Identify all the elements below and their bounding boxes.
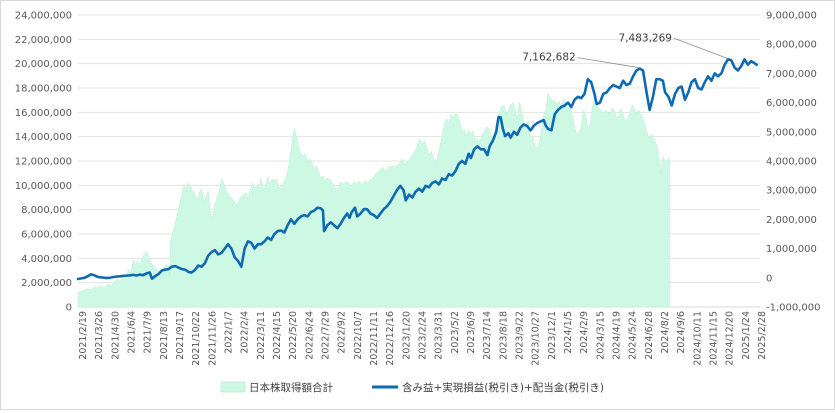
x-tick-label: 2023/8/18 (498, 311, 509, 360)
x-tick-label: 2023/6/9 (466, 311, 477, 354)
x-tick-label: 2022/6/24 (304, 311, 315, 360)
area-series (77, 91, 670, 308)
x-tick-label: 2022/2/4 (240, 311, 251, 354)
right-tick-label: 0 (766, 273, 772, 284)
left-tick-label: 8,000,000 (21, 205, 72, 216)
right-tick-label: 4,000,000 (766, 157, 817, 168)
annotation-leader (673, 37, 728, 59)
left-tick-label: 24,000,000 (15, 11, 72, 22)
x-tick-label: 2023/3/31 (434, 311, 445, 360)
x-tick-label: 2022/11/11 (369, 311, 380, 366)
x-tick-label: 2021/10/22 (191, 311, 202, 366)
x-tick-label: 2024/11/15 (709, 311, 720, 366)
x-tick-label: 2021/9/17 (175, 311, 186, 360)
left-tick-label: 20,000,000 (15, 59, 72, 70)
legend: 日本株取得額合計 含み益+実現損益(税引き)+配当金(税引き) (220, 381, 604, 394)
x-tick-label: 2024/2/9 (579, 311, 590, 354)
x-tick-label: 2022/4/15 (272, 311, 283, 360)
x-tick-label: 2021/2/19 (78, 311, 89, 360)
x-tick-label: 2024/9/6 (676, 311, 687, 354)
left-tick-label: 0 (66, 303, 72, 314)
x-tick-label: 2024/12/20 (725, 311, 736, 366)
x-tick-label: 2024/3/15 (595, 311, 606, 360)
line-series (76, 57, 758, 281)
right-tick-label: 1,000,000 (766, 244, 817, 255)
x-tick-label: 2024/10/11 (692, 311, 703, 366)
x-tick-label: 2022/1/7 (224, 311, 235, 354)
annotation-label: 7,483,269 (619, 32, 672, 44)
x-tick-label: 2021/3/26 (94, 311, 105, 360)
x-tick-label: 2023/7/14 (482, 311, 493, 360)
x-tick-label: 2021/4/30 (110, 311, 121, 360)
left-tick-label: 2,000,000 (21, 278, 72, 289)
right-tick-label: 6,000,000 (766, 98, 817, 109)
right-tick-label: 2,000,000 (766, 215, 817, 226)
x-tick-label: 2021/11/26 (207, 311, 218, 366)
left-tick-label: 4,000,000 (21, 254, 72, 265)
left-tick-label: 6,000,000 (21, 230, 72, 241)
right-axis: -1,000,000 0 1,000,000 2,000,000 3,000,000 4,… (766, 11, 821, 314)
x-tick-label: 2024/4/19 (612, 311, 623, 360)
annotation-label: 7,162,682 (522, 52, 575, 64)
annotations: 7,162,682 7,483,269 (522, 32, 728, 69)
right-tick-label: 5,000,000 (766, 127, 817, 138)
x-tick-label: 2022/5/20 (288, 311, 299, 360)
x-axis: 2021/2/19 2021/3/26 2021/4/30 2021/6/4 2021/… (78, 311, 768, 366)
x-tick-label: 2023/12/1 (547, 311, 558, 360)
x-tick-label: 2022/7/29 (321, 311, 332, 360)
x-tick-label: 2023/5/2 (450, 311, 461, 354)
x-tick-label: 2025/2/28 (757, 311, 768, 360)
left-tick-label: 16,000,000 (15, 108, 72, 119)
x-tick-label: 2024/6/28 (644, 311, 655, 360)
area-series-fill (77, 91, 670, 308)
x-tick-label: 2025/1/24 (741, 311, 752, 360)
right-tick-label: 3,000,000 (766, 186, 817, 197)
x-tick-label: 2023/1/20 (401, 311, 412, 360)
right-tick-label: -1,000,000 (766, 303, 821, 314)
x-tick-label: 2021/7/9 (143, 311, 154, 354)
x-tick-label: 2022/12/16 (385, 311, 396, 366)
x-tick-label: 2024/5/24 (628, 311, 639, 360)
line-series-path (76, 57, 758, 281)
right-tick-label: 9,000,000 (766, 11, 817, 22)
x-tick-label: 2024/1/5 (563, 311, 574, 354)
left-tick-label: 14,000,000 (15, 132, 72, 143)
x-tick-label: 2022/9/2 (337, 311, 348, 354)
x-tick-label: 2021/8/13 (159, 311, 170, 360)
legend-label-line: 含み益+実現損益(税引き)+配当金(税引き) (402, 381, 604, 394)
x-tick-label: 2024/8/2 (660, 311, 671, 354)
x-tick-label: 2023/9/22 (515, 311, 526, 360)
left-tick-label: 18,000,000 (15, 84, 72, 95)
x-tick-label: 2022/3/11 (256, 311, 267, 360)
x-tick-label: 2022/10/7 (353, 311, 364, 360)
left-tick-label: 22,000,000 (15, 35, 72, 46)
x-tick-label: 2023/10/27 (531, 311, 542, 366)
left-axis: 0 2,000,000 4,000,000 6,000,000 8,000,000 10,… (15, 11, 72, 314)
annotation-leader (577, 57, 639, 69)
left-tick-label: 12,000,000 (15, 157, 72, 168)
legend-label-area: 日本株取得額合計 (249, 381, 333, 394)
x-tick-label: 2021/6/4 (127, 311, 138, 354)
right-tick-label: 7,000,000 (766, 69, 817, 80)
left-tick-label: 10,000,000 (15, 181, 72, 192)
x-tick-label: 2023/2/24 (418, 311, 429, 360)
right-tick-label: 8,000,000 (766, 40, 817, 51)
legend-swatch-area (220, 381, 246, 393)
